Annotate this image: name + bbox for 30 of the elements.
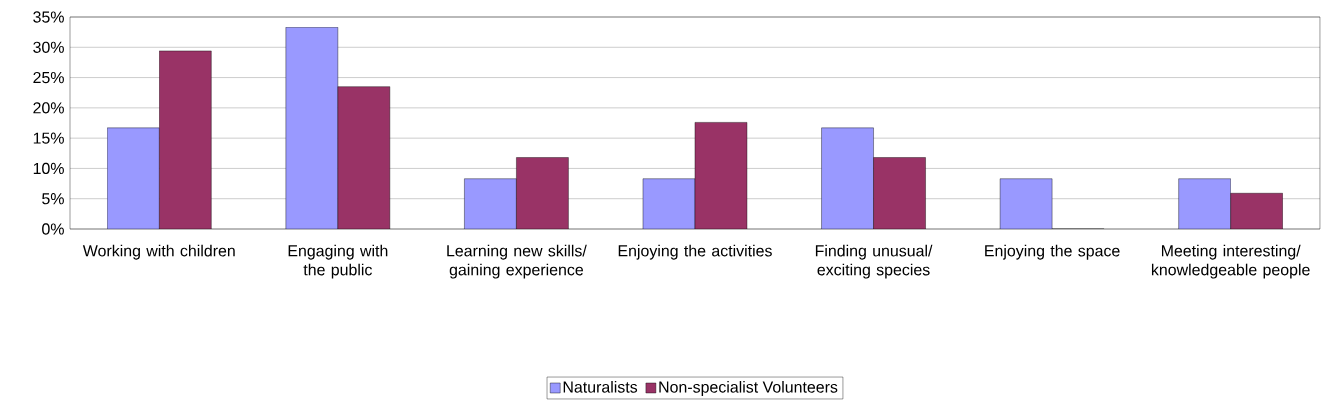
y-tick-label: 25% — [33, 71, 64, 84]
legend-label: Non-specialist Volunteers — [659, 381, 838, 396]
y-tick-label: 30% — [33, 41, 64, 53]
bar — [107, 127, 160, 229]
bar — [821, 127, 874, 229]
bar — [337, 86, 391, 229]
y-tick-label: 35% — [33, 11, 64, 23]
y-tick-label: 20% — [33, 102, 64, 114]
bar — [642, 178, 696, 229]
legend-label: Naturalists — [563, 381, 638, 393]
bar — [694, 122, 748, 229]
bar — [516, 157, 569, 229]
y-tick-label: 0% — [42, 223, 64, 235]
x-tick-label: Enjoying the space — [985, 244, 1120, 260]
bar — [873, 157, 926, 229]
bar — [1178, 178, 1231, 229]
bar — [999, 178, 1053, 229]
y-tick-label: 15% — [33, 132, 64, 144]
y-tick-label: 10% — [33, 162, 64, 175]
x-tick-label: Learning new skills/ gaining experience — [447, 244, 587, 279]
x-tick-label: Working with children — [82, 244, 235, 260]
x-tick-label: Enjoying the activities — [618, 244, 772, 260]
bar — [285, 27, 339, 229]
bar — [464, 178, 517, 229]
x-tick-label: Finding unusual/ exciting species — [815, 244, 933, 279]
bar — [1230, 193, 1283, 229]
bar — [159, 50, 212, 229]
x-tick-label: Engaging with the public — [288, 244, 388, 279]
x-tick-label: Meeting interesting/ knowledgeable people — [1151, 244, 1310, 279]
y-tick-label: 5% — [42, 193, 64, 205]
